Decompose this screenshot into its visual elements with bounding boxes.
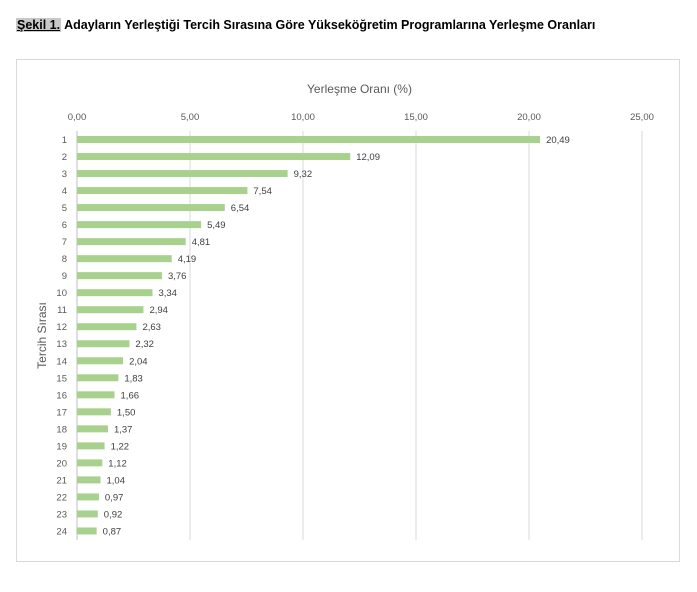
x-tick-label: 25,00 <box>630 112 654 123</box>
data-label: 4,81 <box>192 237 211 248</box>
bar <box>77 170 288 178</box>
x-tick-label: 15,00 <box>404 112 428 123</box>
data-label: 4,19 <box>178 254 197 265</box>
category-label: 15 <box>56 373 67 384</box>
bar <box>77 136 541 143</box>
data-label: 2,32 <box>135 339 154 350</box>
data-label: 20,49 <box>546 135 570 146</box>
category-label: 6 <box>62 220 67 231</box>
category-label: 11 <box>57 305 67 316</box>
bar <box>77 459 103 467</box>
data-label: 7,54 <box>253 186 271 197</box>
category-label: 5 <box>62 203 67 214</box>
figure-caption-text: Adayların Yerleştiği Tercih Sırasına Gör… <box>61 18 596 32</box>
figure-caption: Şekil 1. Adayların Yerleştiği Tercih Sır… <box>16 18 595 32</box>
data-label: 3,76 <box>168 271 187 282</box>
category-label: 22 <box>56 492 67 503</box>
figure-caption-label: Şekil 1. <box>16 18 62 32</box>
bar <box>77 153 351 161</box>
x-axis-ticks: 0,00 5,00 10,00 15,00 20,00 25,00 <box>68 112 654 123</box>
data-label: 2,04 <box>129 356 148 367</box>
data-label: 12,09 <box>356 152 380 163</box>
bar <box>77 306 144 314</box>
bars <box>77 136 541 535</box>
category-label: 16 <box>56 390 67 401</box>
data-label: 1,66 <box>121 390 139 401</box>
y-axis-title: Tercih Sırası <box>35 302 49 369</box>
bar <box>77 340 130 348</box>
data-label: 0,97 <box>105 492 124 503</box>
bar <box>77 255 172 263</box>
bar <box>77 323 137 331</box>
data-labels: 20,49 12,09 9,32 7,546,54 5,49 4,81 4,19 3,76 3,… <box>103 135 570 537</box>
data-label: 2,94 <box>149 305 168 316</box>
data-label: 1,04 <box>107 475 126 486</box>
bar <box>77 442 105 450</box>
category-label: 1 <box>62 135 67 146</box>
data-label: 0,87 <box>103 526 122 537</box>
bar <box>77 238 186 246</box>
bar <box>77 493 99 501</box>
bar <box>77 391 115 399</box>
data-label: 5,49 <box>207 220 226 231</box>
bar <box>77 204 225 212</box>
chart-frame <box>16 59 680 562</box>
x-tick-label: 20,00 <box>517 112 541 123</box>
category-label: 10 <box>56 288 67 299</box>
bar <box>77 408 111 416</box>
data-label: 3,34 <box>158 288 177 299</box>
data-label: 2,63 <box>142 322 161 333</box>
category-label: 4 <box>62 186 67 197</box>
bar <box>77 374 119 382</box>
data-label: 0,92 <box>104 509 123 520</box>
category-label: 18 <box>56 424 67 435</box>
category-label: 3 <box>62 169 67 180</box>
category-label: 12 <box>56 322 67 333</box>
bar <box>77 425 108 433</box>
category-label: 2 <box>62 152 67 163</box>
x-tick-label: 0,00 <box>68 112 87 123</box>
category-label: 20 <box>56 458 67 469</box>
data-label: 1,12 <box>108 458 127 469</box>
category-label: 17 <box>56 407 67 418</box>
category-label: 9 <box>62 271 67 282</box>
data-label: 1,22 <box>111 441 129 452</box>
category-label: 8 <box>62 254 67 265</box>
bar <box>77 272 162 280</box>
category-label: 14 <box>56 356 67 367</box>
data-label: 9,32 <box>294 169 313 180</box>
category-label: 19 <box>56 441 67 452</box>
category-label: 13 <box>56 339 67 350</box>
data-label: 6,54 <box>231 203 250 214</box>
bar <box>77 357 124 365</box>
gridlines <box>76 131 643 540</box>
bar <box>77 289 153 297</box>
data-label: 1,50 <box>117 407 135 418</box>
category-label: 24 <box>56 526 67 537</box>
category-label: 23 <box>56 509 67 520</box>
bar <box>77 510 98 518</box>
bar <box>77 527 97 535</box>
x-tick-label: 10,00 <box>291 112 315 123</box>
data-label: 1,83 <box>124 373 143 384</box>
bar <box>77 476 101 484</box>
bar <box>77 221 202 229</box>
data-label: 1,37 <box>114 424 133 435</box>
x-axis-title: Yerleşme Oranı (%) <box>307 82 412 96</box>
bar <box>77 187 248 195</box>
x-tick-label: 5,00 <box>181 112 200 123</box>
category-label: 7 <box>62 237 67 248</box>
category-label: 21 <box>56 475 67 486</box>
